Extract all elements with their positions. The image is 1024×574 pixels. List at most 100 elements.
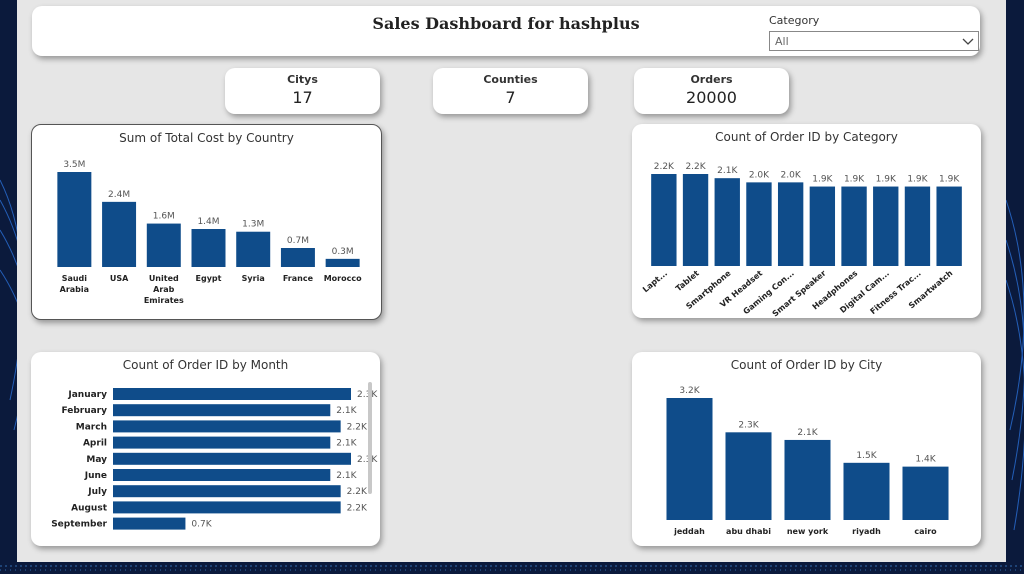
- tick-label: Smart Speaker: [771, 269, 828, 318]
- tick-label: Egypt: [196, 274, 222, 283]
- header-card: Sales Dashboard for hashplus Category Al…: [32, 6, 980, 56]
- bar: [236, 231, 271, 267]
- tick-label: June: [84, 471, 107, 481]
- bar: [809, 186, 836, 266]
- bar: [746, 182, 772, 266]
- data-label: 2.0K: [749, 170, 770, 180]
- data-label: 2.4M: [108, 190, 130, 200]
- tick-label: May: [86, 455, 107, 465]
- tick-label: January: [67, 390, 107, 400]
- bar: [113, 436, 331, 449]
- bar: [841, 186, 867, 266]
- bar: [113, 485, 341, 498]
- chart-card-category: Count of Order ID by Category 2.2K Lapt..…: [632, 124, 981, 318]
- chart-month-svg: January 2.3K February 2.1K March 2.2K April 2.1…: [51, 388, 378, 530]
- tick-label: riyadh: [852, 527, 881, 536]
- bar: [902, 466, 949, 520]
- kpi-value: 7: [505, 88, 516, 107]
- data-label: 1.4M: [197, 217, 219, 227]
- chart-country-svg: 3.5M Saudi Arabia 2.4M USA 1.6M United Arab Emir…: [57, 160, 362, 305]
- tick-label: February: [61, 406, 107, 416]
- data-label: 2.3K: [357, 390, 378, 400]
- kpi-label: Orders: [690, 73, 733, 86]
- tick-label: abu dhabi: [726, 527, 771, 536]
- data-label: 2.2K: [347, 422, 368, 432]
- chevron-down-icon[interactable]: [962, 35, 974, 47]
- kpi-value: 17: [292, 88, 313, 107]
- kpi-value: 20000: [686, 88, 737, 107]
- chart-title: Count of Order ID by Month: [122, 358, 289, 372]
- tick-label: Saudi Arabia: [60, 274, 89, 294]
- data-label: 2.3K: [357, 455, 378, 465]
- kpi-label: Counties: [483, 73, 538, 86]
- data-label: 2.1K: [717, 166, 738, 176]
- tick-label: March: [76, 422, 107, 432]
- data-label: 1.6M: [153, 212, 175, 222]
- data-label: 2.1K: [797, 428, 818, 438]
- bar: [113, 452, 351, 465]
- bar: [904, 186, 931, 266]
- data-label: 2.2K: [685, 162, 706, 172]
- page-title: Sales Dashboard for hashplus: [372, 14, 640, 33]
- data-label: 1.4K: [915, 455, 936, 465]
- data-label: 1.3M: [242, 220, 264, 230]
- bar: [843, 462, 890, 520]
- data-label: 2.2K: [347, 487, 368, 497]
- data-label: 1.9K: [939, 175, 960, 185]
- tick-label: August: [71, 503, 108, 513]
- data-label: 2.1K: [336, 439, 357, 449]
- chart-city-svg: 3.2K jeddah 2.3K abu dhabi 2.1K new york 1.5K r…: [666, 386, 949, 536]
- tick-label: April: [83, 439, 107, 449]
- bar: [651, 174, 677, 266]
- bar: [146, 223, 181, 267]
- tick-label: September: [51, 520, 107, 530]
- data-label: 2.0K: [781, 170, 802, 180]
- chart-card-month: Count of Order ID by Month January 2.3K Fe…: [31, 352, 380, 546]
- tick-label: United Arab Emirates: [144, 274, 184, 305]
- kpi-card-orders: Orders 20000: [634, 68, 789, 114]
- data-label: 1.9K: [907, 175, 928, 185]
- kpi-card-counties: Counties 7: [433, 68, 588, 114]
- bar: [113, 420, 341, 433]
- bar: [113, 469, 331, 481]
- tick-label: new york: [787, 527, 829, 536]
- data-label: 2.2K: [347, 503, 368, 513]
- bar: [102, 201, 137, 267]
- data-label: 1.5K: [856, 451, 877, 461]
- dashboard-canvas: Sales Dashboard for hashplus Category Al…: [17, 0, 1006, 562]
- bar: [936, 186, 962, 266]
- data-label: 2.1K: [336, 471, 357, 481]
- bar: [57, 172, 92, 267]
- chart-title: Count of Order ID by Category: [715, 130, 898, 144]
- bar: [714, 178, 740, 266]
- chart-card-city: Count of Order ID by City 3.2K jeddah 2.3K…: [632, 352, 981, 546]
- bar: [784, 439, 831, 520]
- chart-card-country: Sum of Total Cost by Country 3.5M Saudi Ar…: [31, 124, 382, 320]
- chart-title: Count of Order ID by City: [730, 358, 883, 372]
- tick-label: Syria: [242, 274, 265, 283]
- bar: [873, 186, 899, 266]
- tick-label: jeddah: [673, 527, 705, 536]
- data-label: 2.1K: [336, 406, 357, 416]
- data-label: 3.5M: [63, 160, 85, 170]
- data-label: 0.3M: [332, 247, 354, 257]
- bar: [113, 388, 351, 400]
- tick-label: Tablet: [674, 269, 701, 294]
- scrollbar[interactable]: [368, 382, 372, 494]
- bar: [777, 182, 804, 266]
- data-label: 0.7M: [287, 236, 309, 246]
- category-dropdown[interactable]: All: [769, 31, 979, 51]
- bar: [325, 258, 360, 267]
- data-label: 1.9K: [844, 175, 865, 185]
- data-label: 0.7K: [191, 520, 212, 530]
- bar: [666, 398, 713, 520]
- bar: [113, 404, 331, 417]
- bar: [113, 517, 186, 530]
- tick-label: Lapt...: [641, 269, 669, 295]
- kpi-card-citys: Citys 17: [225, 68, 380, 114]
- chart-category-svg: 2.2KLapt...2.2KTablet2.1KSmartphone2.0KV…: [641, 162, 962, 318]
- data-label: 2.2K: [654, 162, 675, 172]
- tick-label: July: [87, 487, 107, 497]
